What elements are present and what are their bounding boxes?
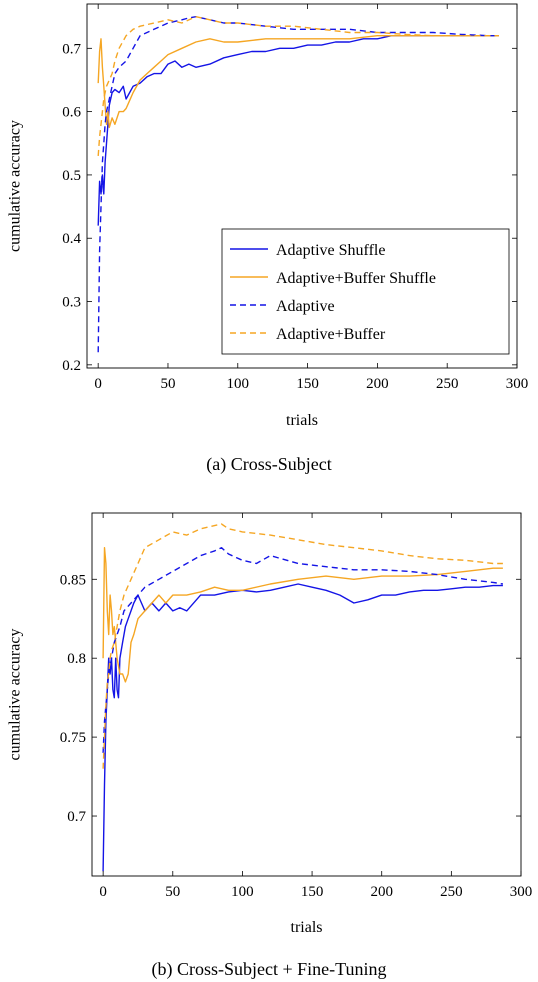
y-tick-label: 0.6 bbox=[62, 105, 81, 121]
x-tick-label: 0 bbox=[99, 884, 107, 900]
legend-entry: Adaptive+Buffer bbox=[276, 326, 386, 343]
x-tick-label: 300 bbox=[506, 376, 529, 392]
y-tick-label: 0.75 bbox=[60, 730, 86, 746]
x-tick-label: 50 bbox=[160, 376, 175, 392]
chart-a-y-label: cumulative accuracy bbox=[7, 120, 24, 252]
series-line-adaptive-buffer bbox=[97, 16, 499, 156]
chart-b: 0 50 100 150 200 250 300 0.7 0.75 0.8 0.85 trials… bbox=[7, 512, 532, 980]
chart-b-lines bbox=[102, 523, 504, 872]
y-tick-label: 0.4 bbox=[62, 231, 81, 247]
chart-a-lines bbox=[97, 16, 499, 353]
chart-b-x-ticks: 0 50 100 150 200 250 300 bbox=[99, 513, 532, 900]
x-tick-label: 250 bbox=[440, 884, 463, 900]
y-tick-label: 0.7 bbox=[67, 809, 86, 825]
x-tick-label: 100 bbox=[231, 884, 254, 900]
chart-a-legend: Adaptive Shuffle Adaptive+Buffer Shuffle A… bbox=[221, 228, 510, 355]
x-tick-label: 150 bbox=[301, 884, 324, 900]
chart-a: 0 50 100 150 200 250 300 0.2 0.3 0.4 0.5 0.6 0.7 tr… bbox=[7, 3, 528, 475]
legend-entry: Adaptive Shuffle bbox=[276, 242, 385, 259]
series-line-adaptive-buffer bbox=[102, 523, 503, 769]
x-tick-label: 100 bbox=[227, 376, 250, 392]
x-tick-label: 250 bbox=[436, 376, 459, 392]
y-tick-label: 0.5 bbox=[62, 168, 81, 184]
y-tick-label: 0.2 bbox=[62, 358, 81, 374]
chart-a-x-label: trials bbox=[286, 412, 318, 429]
y-tick-label: 0.85 bbox=[60, 572, 86, 588]
chart-b-frame bbox=[91, 512, 522, 877]
y-tick-label: 0.3 bbox=[62, 295, 81, 311]
y-tick-label: 0.7 bbox=[62, 41, 81, 57]
series-line-adaptive bbox=[102, 547, 504, 753]
x-tick-label: 200 bbox=[366, 376, 389, 392]
legend-entry: Adaptive+Buffer Shuffle bbox=[276, 270, 436, 287]
x-tick-label: 0 bbox=[94, 376, 102, 392]
series-line-adaptive-shuffle bbox=[102, 583, 503, 872]
x-tick-label: 200 bbox=[370, 884, 393, 900]
chart-a-y-ticks: 0.2 0.3 0.4 0.5 0.6 0.7 bbox=[62, 41, 517, 374]
y-tick-label: 0.8 bbox=[67, 651, 86, 667]
series-line-adaptive-buffer-shuffle bbox=[102, 547, 503, 683]
chart-b-y-label: cumulative accuracy bbox=[7, 629, 24, 761]
x-tick-label: 150 bbox=[296, 376, 319, 392]
chart-a-x-ticks: 0 50 100 150 200 250 300 bbox=[94, 4, 528, 392]
x-tick-label: 300 bbox=[510, 884, 533, 900]
chart-a-caption: (a) Cross-Subject bbox=[206, 454, 331, 475]
legend-entry: Adaptive bbox=[276, 298, 335, 315]
chart-b-caption: (b) Cross-Subject + Fine-Tuning bbox=[152, 959, 387, 980]
series-line-adaptive bbox=[97, 16, 499, 353]
chart-b-x-label: trials bbox=[291, 919, 323, 936]
legend-box bbox=[221, 228, 510, 355]
chart-b-y-ticks: 0.7 0.75 0.8 0.85 bbox=[60, 572, 521, 825]
x-tick-label: 50 bbox=[165, 884, 180, 900]
chart-a-frame bbox=[86, 3, 518, 369]
series-line-adaptive-buffer-shuffle bbox=[97, 35, 499, 129]
